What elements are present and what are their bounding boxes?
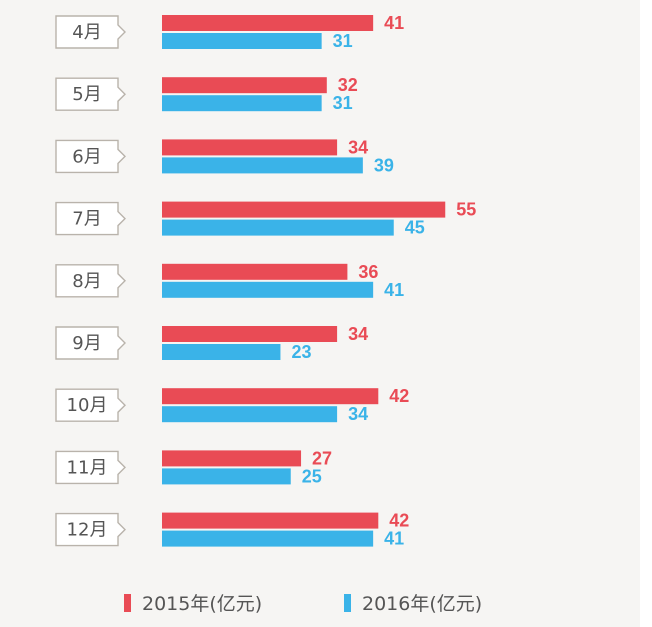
data-label: 25	[302, 466, 322, 486]
bar-2015	[162, 388, 379, 405]
data-label: 41	[384, 13, 404, 33]
data-label: 31	[333, 31, 353, 51]
category-label-box	[55, 388, 126, 422]
bar-2016	[162, 157, 363, 174]
bar-2015	[162, 263, 348, 280]
bar-2015	[162, 450, 302, 467]
legend-label: 2016年(亿元)	[362, 593, 482, 615]
category-label: 5月	[72, 84, 101, 105]
category-label-box	[55, 326, 126, 360]
data-label: 23	[291, 342, 311, 362]
category-label: 4月	[72, 22, 101, 43]
bar-2015	[162, 201, 446, 218]
bar-2015	[162, 77, 327, 94]
category-label-box	[55, 139, 126, 174]
category-label-box	[55, 450, 126, 485]
bar-2015	[162, 326, 338, 342]
category-label: 10月	[67, 395, 108, 416]
data-label: 34	[348, 404, 368, 424]
bar-2015	[162, 512, 379, 529]
legend-swatch	[124, 594, 131, 612]
category-label: 9月	[72, 333, 101, 354]
category-label: 12月	[67, 520, 108, 541]
data-label: 32	[338, 75, 358, 95]
bar-2016	[162, 219, 394, 236]
category-label-box	[55, 77, 126, 111]
data-label: 45	[405, 218, 425, 238]
category-label: 11月	[67, 457, 108, 478]
category-label: 6月	[72, 146, 101, 167]
bar-2016	[162, 344, 281, 360]
bar-2016	[162, 406, 338, 423]
bar-2015	[162, 139, 338, 156]
data-label: 41	[384, 280, 404, 300]
category-label-box	[55, 201, 126, 236]
data-label: 42	[389, 386, 409, 406]
category-label: 7月	[72, 209, 101, 230]
bar-2016	[162, 281, 374, 298]
data-label: 34	[348, 137, 368, 157]
bar-2016	[162, 33, 322, 49]
legend-label: 2015年(亿元)	[142, 593, 262, 615]
bar-2016	[162, 95, 322, 112]
data-label: 41	[384, 529, 404, 549]
category-label-box	[55, 15, 126, 49]
data-label: 31	[333, 93, 353, 113]
legend-swatch	[344, 594, 351, 612]
data-label: 39	[374, 155, 394, 175]
data-label: 27	[312, 448, 332, 468]
category-label-box	[55, 264, 126, 298]
data-label: 55	[456, 200, 476, 220]
bar-2016	[162, 468, 291, 485]
data-label: 34	[348, 324, 368, 344]
bar-2016	[162, 530, 374, 547]
data-label: 42	[389, 511, 409, 531]
bar-2015	[162, 15, 374, 31]
category-label-box	[55, 512, 126, 547]
category-label: 8月	[72, 271, 101, 292]
data-label: 36	[358, 262, 378, 282]
